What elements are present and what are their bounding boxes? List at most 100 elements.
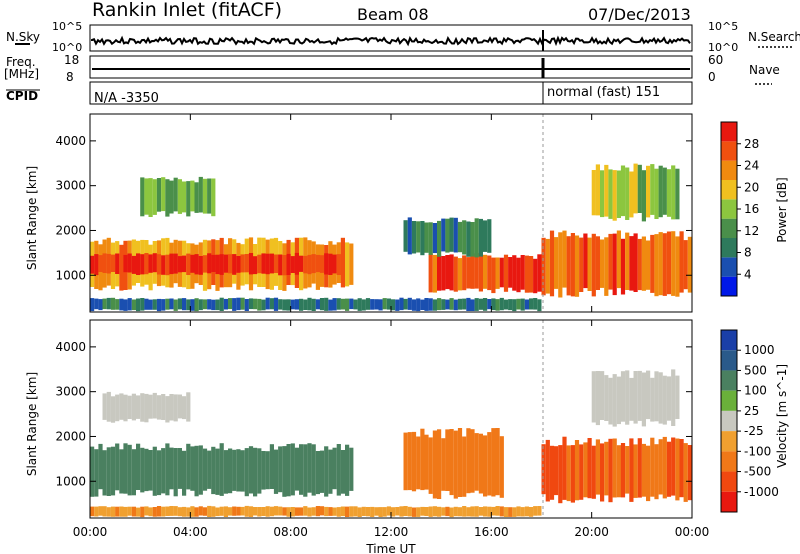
heatmap-cell	[248, 446, 254, 494]
heatmap-cell	[608, 169, 613, 219]
heatmap-cell	[483, 254, 488, 289]
heatmap-cell	[374, 507, 379, 516]
heatmap-cell	[123, 506, 128, 517]
colorbar-swatch	[721, 330, 737, 351]
heatmap-cell	[102, 393, 107, 420]
heatmap-cell	[340, 298, 345, 310]
heatmap-cell	[219, 297, 224, 311]
heatmap-cell	[457, 258, 463, 291]
heatmap-cell	[265, 506, 270, 517]
heatmap-cell	[474, 506, 479, 517]
heatmap-cell	[131, 299, 136, 311]
colorbar-tick-label: 4	[744, 267, 752, 281]
heatmap-cell	[378, 507, 383, 517]
heatmap-cell	[261, 299, 266, 311]
heatmap-cell	[508, 507, 513, 517]
heatmap-cell	[240, 297, 245, 310]
heatmap-cell	[453, 299, 458, 311]
heatmap-cell	[403, 220, 408, 252]
heatmap-cell	[115, 394, 120, 422]
heatmap-cell	[253, 447, 258, 497]
nave-label: Nave	[749, 63, 780, 77]
heatmap-cell	[186, 443, 191, 490]
heatmap-cell	[144, 506, 149, 516]
heatmap-cell	[457, 221, 463, 253]
heatmap-cell	[646, 370, 651, 420]
heatmap-cell	[278, 254, 283, 276]
heatmap-cell	[411, 221, 417, 254]
colorbar-tick-label: -25	[744, 424, 764, 438]
heatmap-cell	[148, 254, 153, 273]
heatmap-cell	[445, 506, 450, 517]
heatmap-cell	[424, 298, 429, 311]
heatmap-cell	[127, 253, 132, 273]
heatmap-cell	[127, 506, 132, 516]
heatmap-cell	[140, 447, 145, 493]
heatmap-cell	[211, 506, 216, 517]
heatmap-cell	[466, 257, 471, 289]
heatmap-cell	[399, 506, 404, 517]
heatmap-cell	[161, 448, 166, 494]
heatmap-cell	[457, 507, 463, 517]
heatmap-cell	[620, 165, 626, 217]
heatmap-cell	[487, 432, 492, 496]
heatmap-cell	[604, 237, 609, 296]
noise-right-tick-low: 10^0	[708, 41, 738, 54]
heatmap-cell	[228, 254, 233, 274]
y-tick-label: 4000	[55, 340, 86, 354]
heatmap-cell	[629, 171, 634, 218]
colorbar-swatch	[721, 199, 737, 219]
heatmap-cell	[311, 507, 316, 516]
heatmap-cell	[629, 236, 634, 291]
heatmap-cell	[508, 299, 513, 311]
heatmap-cell	[328, 449, 333, 494]
heatmap-cell	[261, 507, 266, 516]
heatmap-cell	[190, 506, 195, 517]
cpid-segment-1: N/A -3350	[94, 91, 159, 106]
x-tick-label: 00:00	[73, 525, 108, 539]
heatmap-cell	[136, 298, 141, 312]
heatmap-cell	[361, 299, 366, 311]
heatmap-cell	[294, 252, 299, 275]
heatmap-cell	[152, 179, 157, 215]
heatmap-cell	[641, 236, 646, 291]
heatmap-cell	[650, 377, 655, 422]
heatmap-cell	[127, 395, 132, 419]
heatmap-cell	[566, 236, 571, 296]
heatmap-cell	[382, 298, 387, 310]
heatmap-cell	[290, 507, 295, 517]
heatmap-cell	[595, 164, 600, 216]
heatmap-cell	[156, 254, 162, 275]
heatmap-cell	[491, 428, 496, 497]
power-colorbar: 4 8 12 16 20 24 28 Power [dB]	[720, 121, 789, 297]
noise-left-tick-high: 10^5	[52, 20, 82, 33]
heatmap-cell	[595, 236, 600, 290]
heatmap-cell	[499, 436, 504, 498]
heatmap-cell	[432, 254, 437, 293]
heatmap-cell	[236, 256, 241, 273]
x-tick-label: 08:00	[273, 525, 308, 539]
heatmap-cell	[102, 253, 107, 273]
heatmap-cell	[457, 298, 463, 310]
heatmap-cell	[529, 256, 534, 293]
heatmap-cell	[177, 448, 182, 489]
heatmap-cell	[666, 441, 672, 497]
heatmap-cell	[136, 443, 141, 490]
colorbar-swatch	[721, 410, 737, 432]
heatmap-cell	[152, 446, 157, 496]
heatmap-cell	[587, 237, 592, 291]
heatmap-cell	[462, 255, 467, 291]
heatmap-cell	[374, 299, 379, 310]
heatmap-cell	[186, 299, 191, 311]
heatmap-cell	[144, 298, 149, 310]
colorbar-tick-label: 16	[744, 202, 759, 216]
heatmap-cell	[650, 164, 655, 215]
heatmap-cell	[520, 298, 525, 311]
heatmap-cell	[324, 506, 329, 517]
heatmap-cell	[474, 253, 479, 289]
heatmap-cell	[319, 255, 325, 273]
heatmap-cell	[315, 451, 320, 495]
heatmap-cell	[110, 506, 116, 517]
heatmap-cell	[349, 447, 354, 491]
